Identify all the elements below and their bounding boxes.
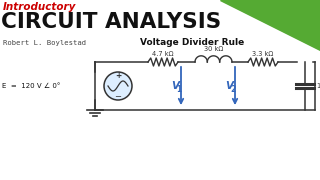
Text: 2: 2	[230, 86, 236, 94]
Text: 30 kΩ: 30 kΩ	[204, 46, 223, 52]
Text: V: V	[171, 81, 179, 91]
Text: 10 kΩ: 10 kΩ	[317, 83, 320, 89]
Text: 3.3 kΩ: 3.3 kΩ	[252, 51, 274, 57]
Text: +: +	[115, 71, 121, 80]
Circle shape	[104, 72, 132, 100]
Text: −: −	[115, 93, 122, 102]
Polygon shape	[220, 0, 320, 50]
Text: Robert L. Boylestad: Robert L. Boylestad	[3, 40, 86, 46]
Text: Introductory: Introductory	[3, 2, 76, 12]
Text: CIRCUIT ANALYSIS: CIRCUIT ANALYSIS	[1, 12, 221, 32]
Text: E  =  120 V ∠ 0°: E = 120 V ∠ 0°	[2, 83, 60, 89]
Text: Voltage Divider Rule: Voltage Divider Rule	[140, 38, 244, 47]
Text: 4.7 kΩ: 4.7 kΩ	[152, 51, 174, 57]
Text: 1: 1	[176, 86, 182, 94]
Text: V: V	[225, 81, 233, 91]
